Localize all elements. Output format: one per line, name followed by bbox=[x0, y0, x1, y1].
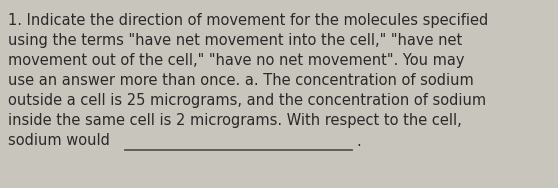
Text: 1. Indicate the direction of movement for the molecules specified
using the term: 1. Indicate the direction of movement fo… bbox=[8, 13, 488, 148]
Text: .: . bbox=[357, 134, 362, 149]
